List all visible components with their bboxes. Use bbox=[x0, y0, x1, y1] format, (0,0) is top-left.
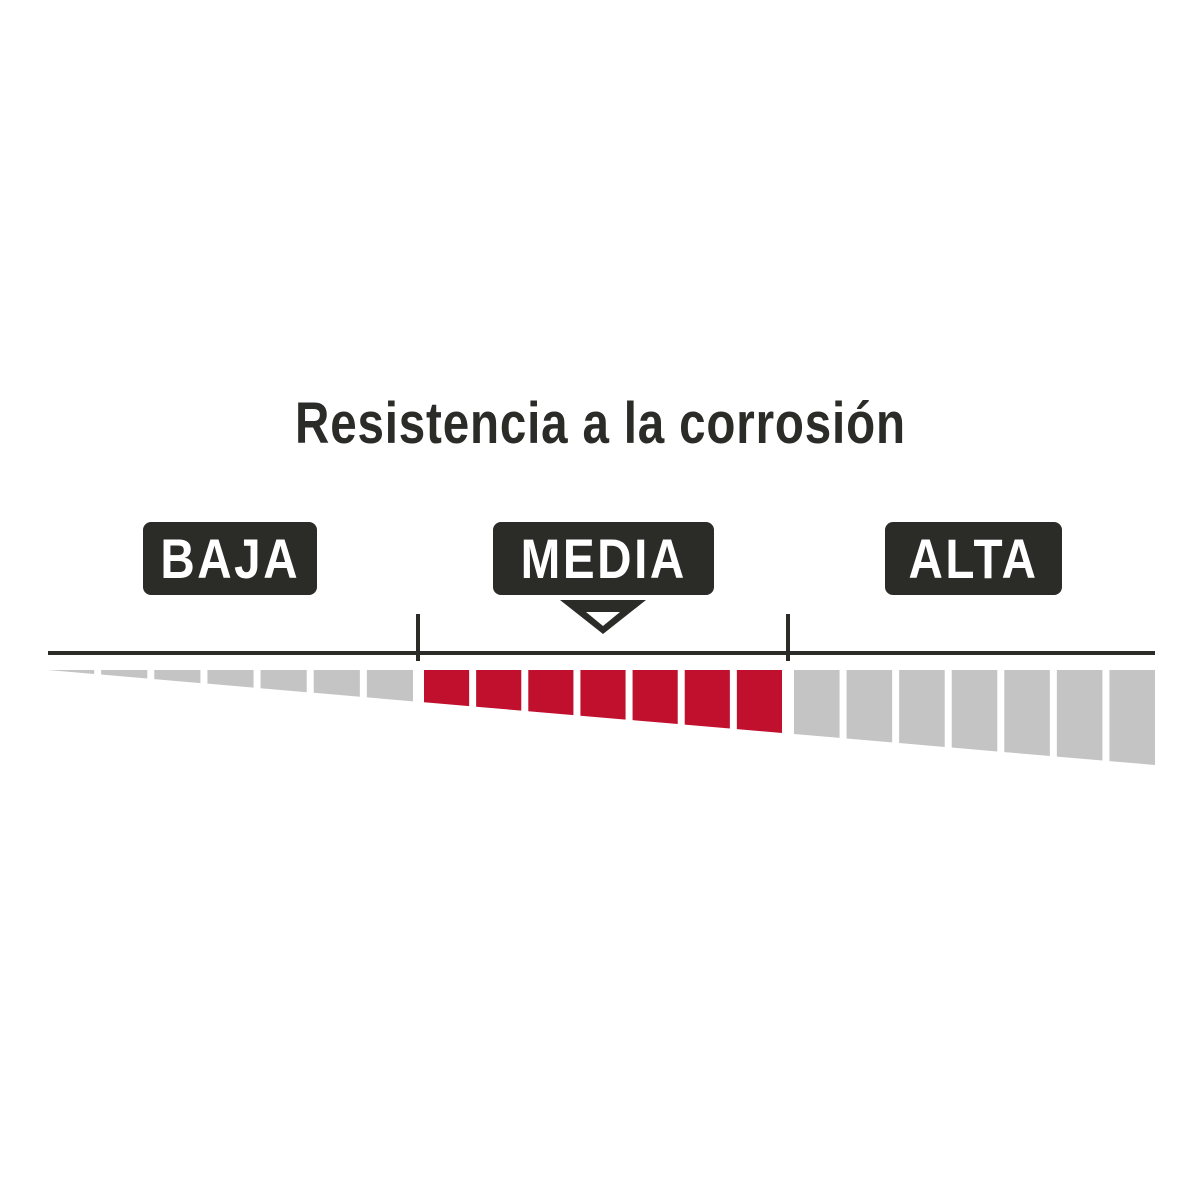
level-label-text: ALTA bbox=[908, 527, 1039, 590]
scale-segment-alta bbox=[846, 670, 893, 743]
scale-segment-alta bbox=[1056, 670, 1103, 761]
scale-segment-alta bbox=[1004, 670, 1050, 756]
scale-segment-baja bbox=[366, 670, 413, 702]
scale-axis-line bbox=[48, 651, 1155, 655]
scale-segment-baja bbox=[101, 670, 148, 679]
scale-segment-alta bbox=[951, 670, 998, 752]
scale-segment-media bbox=[528, 670, 574, 716]
scale-segment-media bbox=[580, 670, 626, 720]
scale-segment-alta bbox=[899, 670, 945, 747]
scale-divider-tick bbox=[786, 614, 790, 661]
page-title: Resistencia a la corrosión bbox=[0, 390, 1200, 457]
scale-segment-baja bbox=[260, 670, 307, 693]
scale-segment-media bbox=[476, 670, 522, 711]
scale-segment-baja bbox=[313, 670, 360, 697]
scale-segment-baja bbox=[207, 670, 254, 688]
level-label-baja: BAJA bbox=[143, 522, 317, 595]
scale-divider-tick bbox=[416, 614, 420, 661]
scale-segment-media bbox=[736, 670, 782, 733]
scale-segment-baja bbox=[154, 670, 201, 684]
level-label-text: BAJA bbox=[160, 527, 300, 590]
scale-segment-media bbox=[424, 670, 470, 707]
scale-segment-alta bbox=[1109, 670, 1155, 765]
selected-pointer-icon bbox=[560, 600, 646, 634]
scale-segment-baja bbox=[48, 670, 95, 674]
level-label-alta: ALTA bbox=[885, 522, 1062, 595]
level-label-media: MEDIA bbox=[493, 522, 714, 595]
title-text: Resistencia a la corrosión bbox=[294, 391, 906, 456]
scale-segment-media bbox=[684, 670, 730, 729]
level-label-text: MEDIA bbox=[520, 527, 687, 590]
scale-segment-media bbox=[632, 670, 678, 725]
scale-segment-alta bbox=[794, 670, 840, 738]
